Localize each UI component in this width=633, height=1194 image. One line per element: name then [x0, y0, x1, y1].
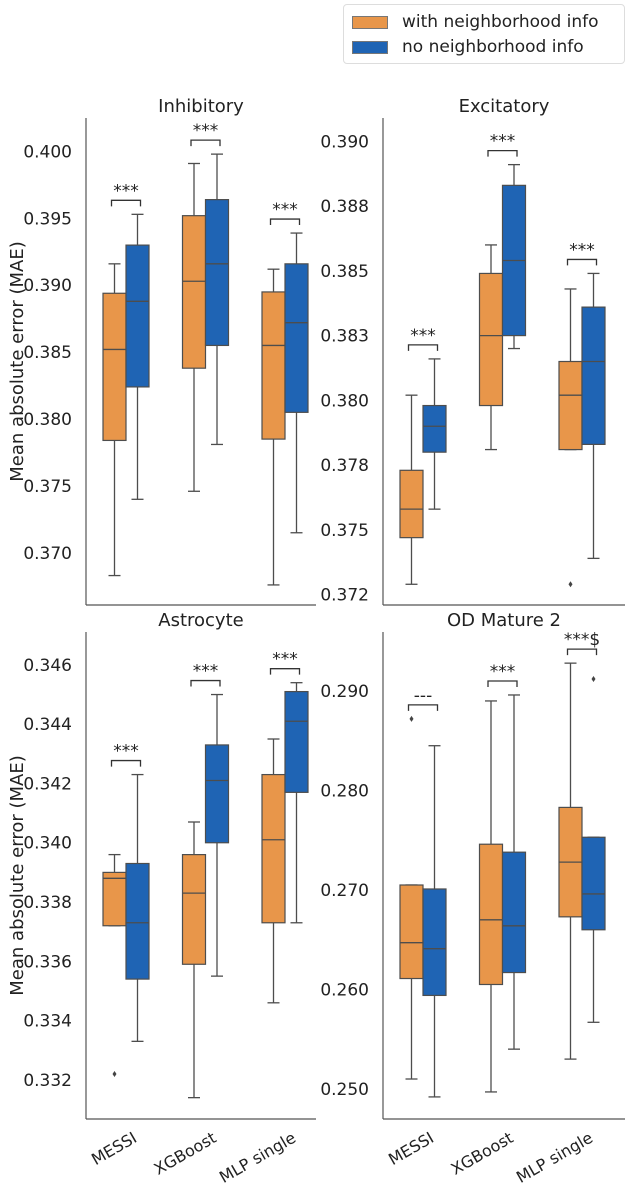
- y-tick-label: 0.390: [320, 132, 369, 152]
- y-tick-label: 0.378: [320, 456, 369, 476]
- y-tick-label: 0.383: [320, 327, 369, 347]
- box-no-neighborhood: [204, 744, 230, 844]
- significance-label: ***: [490, 132, 516, 152]
- legend-item-with-neighborhood: with neighborhood info: [352, 11, 599, 33]
- box-with-neighborhood: [181, 854, 207, 965]
- y-tick-label: 0.346: [23, 656, 72, 676]
- legend-swatch-orange: [352, 15, 388, 29]
- y-tick-label: 0.400: [23, 142, 72, 162]
- y-axis-label: Mean absolute error (MAE): [7, 755, 28, 995]
- significance-bracket: [566, 648, 598, 656]
- box-with-neighborhood: [558, 360, 583, 451]
- legend-item-no-neighborhood: no neighborhood info: [352, 36, 584, 58]
- significance-bracket: [110, 759, 142, 767]
- y-tick-label: 0.334: [23, 1012, 72, 1032]
- y-tick-label: 0.336: [23, 952, 72, 972]
- significance-bracket: [487, 149, 518, 157]
- y-tick-label: 0.372: [320, 586, 369, 606]
- y-tick-label: 0.388: [320, 197, 369, 217]
- significance-label: ***: [569, 240, 595, 260]
- significance-label: ***: [272, 200, 298, 220]
- outlier-point: [409, 715, 414, 722]
- significance-bracket: [269, 218, 301, 226]
- x-tick-label: XGBoost: [151, 1128, 220, 1179]
- y-tick-label: 0.344: [23, 715, 72, 735]
- x-tick-label: MESSI: [385, 1128, 437, 1169]
- legend-swatch-blue: [352, 40, 388, 54]
- box-no-neighborhood: [284, 263, 309, 413]
- outlier-point: [568, 581, 573, 588]
- x-tick-label: XGBoost: [448, 1128, 517, 1179]
- x-tick-label: MLP single: [513, 1128, 596, 1187]
- box-no-neighborhood: [581, 306, 606, 445]
- significance-label: ***: [113, 181, 139, 201]
- y-tick-label: 0.375: [320, 521, 369, 541]
- y-tick-label: 0.385: [23, 343, 72, 363]
- significance-bracket: [407, 704, 439, 711]
- y-axis-label: Mean absolute error (MAE): [7, 241, 28, 481]
- outlier-point: [591, 676, 596, 683]
- box-with-neighborhood: [181, 215, 207, 369]
- y-tick-label: 0.260: [320, 980, 369, 1000]
- panel-title: Astrocyte: [158, 610, 243, 631]
- y-tick-label: 0.380: [23, 410, 72, 430]
- x-tick-label: MESSI: [88, 1128, 140, 1169]
- legend: with neighborhood info no neighborhood i…: [343, 4, 625, 64]
- y-tick-label: 0.290: [320, 682, 369, 702]
- box-no-neighborhood: [284, 690, 309, 793]
- box-with-neighborhood: [102, 871, 127, 927]
- significance-label: ***: [113, 742, 139, 762]
- box-no-neighborhood: [581, 836, 606, 931]
- outlier-point: [112, 1070, 117, 1077]
- significance-bracket: [269, 668, 301, 675]
- significance-bracket: [190, 139, 221, 147]
- significance-label: ***: [410, 326, 436, 346]
- box-with-neighborhood: [261, 773, 286, 924]
- y-tick-label: 0.370: [23, 544, 72, 564]
- y-tick-label: 0.342: [23, 774, 72, 794]
- box-with-neighborhood: [102, 292, 127, 442]
- y-tick-label: 0.390: [23, 276, 72, 296]
- significance-label: ---: [414, 686, 432, 706]
- significance-label: ***: [490, 662, 516, 682]
- box-no-neighborhood: [422, 404, 447, 453]
- x-tick-label: MLP single: [216, 1128, 299, 1187]
- box-with-neighborhood: [478, 843, 504, 986]
- panel-title: Excitatory: [459, 96, 550, 117]
- significance-bracket: [487, 680, 518, 687]
- legend-label: with neighborhood info: [402, 12, 599, 32]
- y-tick-label: 0.375: [23, 477, 72, 497]
- y-tick-label: 0.332: [23, 1071, 72, 1091]
- box-no-neighborhood: [422, 888, 447, 997]
- y-tick-label: 0.385: [320, 262, 369, 282]
- significance-bracket: [407, 344, 439, 351]
- y-tick-label: 0.395: [23, 209, 72, 229]
- y-tick-label: 0.280: [320, 781, 369, 801]
- box-with-neighborhood: [399, 884, 424, 980]
- significance-label: ***: [193, 662, 219, 682]
- box-with-neighborhood: [399, 469, 424, 539]
- panel-title: OD Mature 2: [447, 610, 561, 631]
- panel-title: Inhibitory: [158, 96, 244, 117]
- box-no-neighborhood: [125, 244, 150, 388]
- box-no-neighborhood: [501, 851, 527, 974]
- y-tick-label: 0.338: [23, 893, 72, 913]
- y-tick-label: 0.340: [23, 834, 72, 854]
- y-tick-label: 0.250: [320, 1080, 369, 1100]
- box-with-neighborhood: [261, 291, 286, 440]
- significance-label: ***: [193, 121, 219, 141]
- significance-bracket: [110, 199, 142, 207]
- significance-label: ***: [272, 650, 298, 670]
- box-no-neighborhood: [125, 862, 150, 980]
- y-tick-label: 0.270: [320, 881, 369, 901]
- y-tick-label: 0.380: [320, 391, 369, 411]
- significance-bracket: [190, 679, 221, 687]
- significance-label: ***$: [564, 630, 600, 650]
- box-with-neighborhood: [478, 272, 504, 407]
- legend-label: no neighborhood info: [402, 37, 584, 57]
- box-no-neighborhood: [204, 199, 230, 347]
- significance-bracket: [566, 258, 598, 266]
